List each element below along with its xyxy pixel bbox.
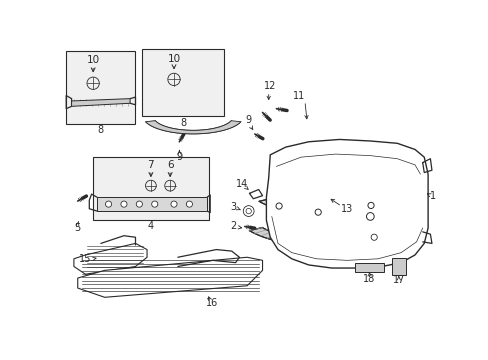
Bar: [97, 197, 207, 211]
Bar: [354, 263, 384, 272]
Circle shape: [171, 201, 177, 207]
Polygon shape: [266, 139, 427, 268]
Bar: [142, 49, 224, 116]
Text: 11: 11: [293, 91, 305, 100]
Circle shape: [105, 201, 111, 207]
Circle shape: [121, 201, 127, 207]
Circle shape: [314, 209, 321, 215]
Text: 13: 13: [341, 204, 353, 214]
Bar: [66, 51, 135, 124]
Text: 1: 1: [429, 191, 436, 201]
Circle shape: [136, 201, 142, 207]
Text: 6: 6: [166, 160, 173, 170]
Circle shape: [275, 203, 282, 209]
Bar: [93, 157, 208, 220]
Circle shape: [186, 201, 192, 207]
Text: 14: 14: [235, 179, 247, 189]
Text: 8: 8: [98, 125, 103, 135]
Text: 7: 7: [147, 160, 154, 170]
Polygon shape: [78, 257, 262, 297]
Polygon shape: [71, 99, 130, 106]
Polygon shape: [259, 198, 388, 215]
Text: 2: 2: [230, 221, 236, 231]
Text: 9: 9: [245, 115, 251, 125]
Polygon shape: [145, 121, 241, 134]
Text: 8: 8: [180, 117, 186, 127]
Circle shape: [151, 201, 158, 207]
Text: 16: 16: [206, 298, 218, 309]
Text: 10: 10: [167, 54, 180, 64]
Text: 18: 18: [363, 274, 375, 284]
Text: 9: 9: [176, 152, 182, 162]
Text: 17: 17: [392, 275, 404, 285]
Text: 10: 10: [86, 55, 100, 65]
Text: 15: 15: [79, 254, 91, 264]
Text: 12: 12: [264, 81, 276, 91]
Bar: [391, 258, 405, 275]
Polygon shape: [74, 243, 147, 274]
Polygon shape: [249, 228, 398, 246]
Text: 3: 3: [230, 202, 236, 212]
Text: 5: 5: [75, 223, 81, 233]
Text: 4: 4: [147, 221, 154, 231]
Circle shape: [367, 202, 373, 208]
